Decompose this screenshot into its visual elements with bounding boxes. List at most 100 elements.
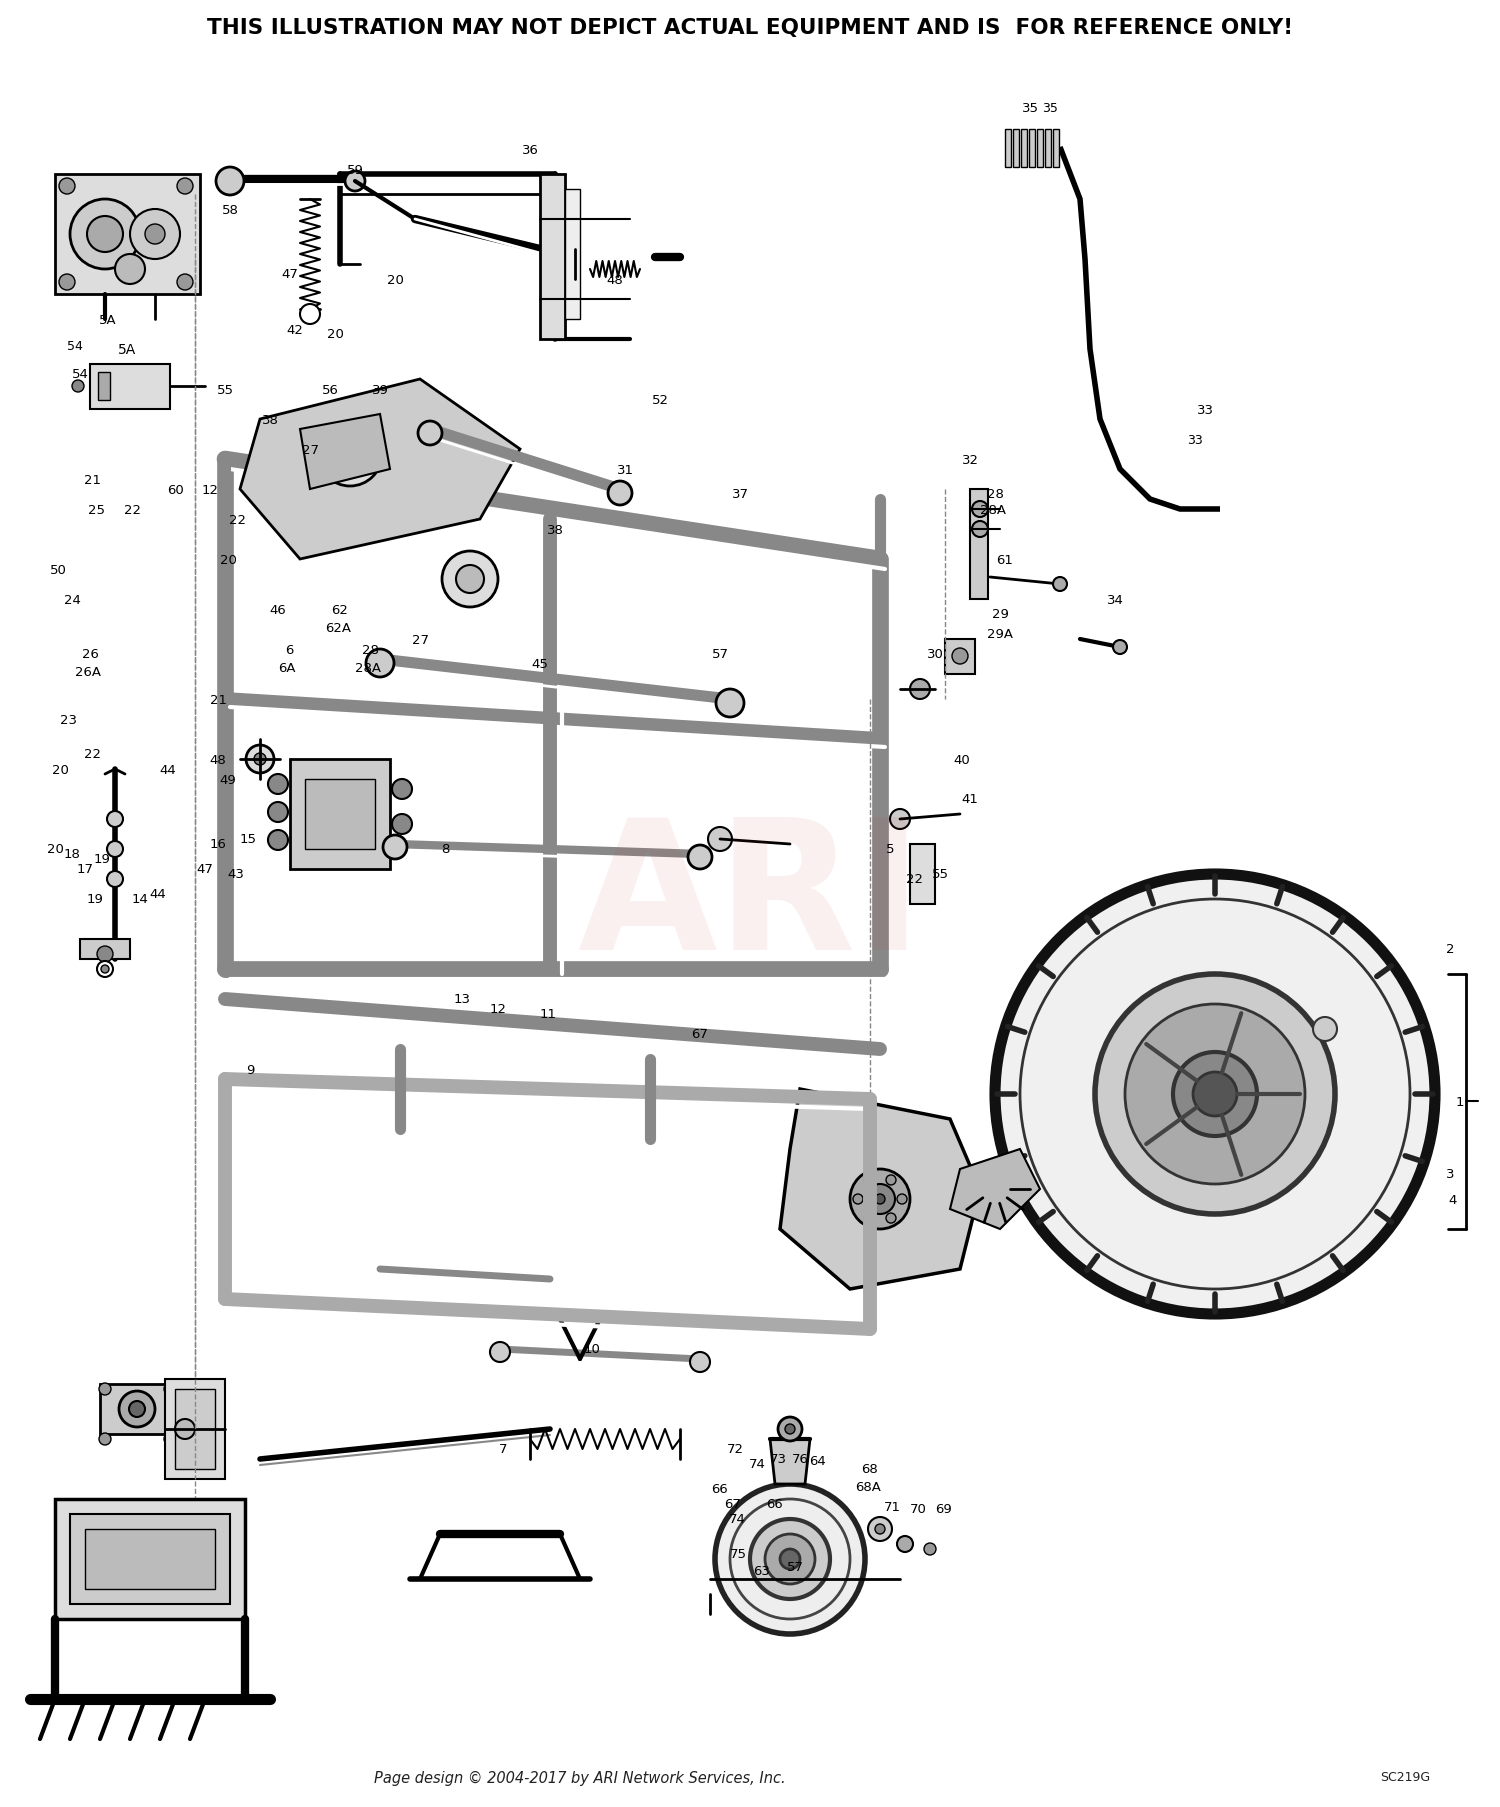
Text: 19: 19 bbox=[87, 893, 104, 905]
Text: 64: 64 bbox=[810, 1455, 826, 1467]
Circle shape bbox=[864, 1175, 874, 1185]
Polygon shape bbox=[56, 175, 200, 295]
Text: 52: 52 bbox=[651, 394, 669, 407]
Circle shape bbox=[778, 1417, 802, 1442]
Text: 76: 76 bbox=[792, 1453, 808, 1465]
Text: 4: 4 bbox=[1449, 1193, 1456, 1205]
Text: 59: 59 bbox=[346, 163, 363, 177]
Text: 67: 67 bbox=[692, 1028, 708, 1041]
Circle shape bbox=[106, 811, 123, 828]
Circle shape bbox=[784, 1424, 795, 1435]
Text: 27: 27 bbox=[302, 443, 318, 455]
Polygon shape bbox=[240, 379, 520, 560]
Text: 6A: 6A bbox=[279, 661, 296, 674]
Text: 12: 12 bbox=[489, 1003, 507, 1016]
Circle shape bbox=[874, 1194, 885, 1203]
Text: 17: 17 bbox=[76, 864, 93, 876]
Bar bbox=[1029, 130, 1035, 168]
Text: 32: 32 bbox=[962, 454, 978, 466]
Circle shape bbox=[716, 690, 744, 717]
Circle shape bbox=[924, 1543, 936, 1556]
Text: 62A: 62A bbox=[326, 622, 351, 634]
Polygon shape bbox=[80, 940, 130, 960]
Text: 48: 48 bbox=[606, 273, 624, 286]
Text: 20: 20 bbox=[327, 329, 344, 342]
Circle shape bbox=[688, 846, 712, 869]
Bar bbox=[100, 1384, 176, 1435]
Circle shape bbox=[246, 746, 274, 773]
Circle shape bbox=[268, 775, 288, 795]
Text: 72: 72 bbox=[726, 1442, 744, 1456]
Text: 33: 33 bbox=[1197, 403, 1214, 416]
Text: 31: 31 bbox=[616, 463, 633, 477]
Circle shape bbox=[99, 1433, 111, 1446]
Circle shape bbox=[342, 446, 358, 463]
Text: 16: 16 bbox=[210, 838, 226, 851]
Text: 48: 48 bbox=[210, 754, 226, 766]
Circle shape bbox=[116, 255, 146, 286]
Text: 40: 40 bbox=[954, 754, 970, 766]
Text: 73: 73 bbox=[770, 1453, 786, 1465]
Text: 6: 6 bbox=[285, 643, 292, 656]
Text: 22: 22 bbox=[906, 873, 924, 885]
Text: 34: 34 bbox=[1107, 593, 1124, 605]
Text: 56: 56 bbox=[321, 383, 339, 396]
Polygon shape bbox=[950, 1149, 1040, 1229]
Circle shape bbox=[382, 835, 406, 860]
Circle shape bbox=[366, 651, 394, 678]
Text: 29A: 29A bbox=[987, 629, 1012, 641]
Text: 47: 47 bbox=[282, 269, 298, 282]
Bar bbox=[1005, 130, 1011, 168]
Text: 55: 55 bbox=[216, 383, 234, 396]
Text: 38: 38 bbox=[546, 524, 564, 537]
Text: 67: 67 bbox=[724, 1498, 741, 1511]
Circle shape bbox=[780, 1549, 800, 1568]
Bar bbox=[165, 1379, 225, 1480]
Circle shape bbox=[345, 172, 364, 192]
Circle shape bbox=[332, 437, 368, 473]
Circle shape bbox=[164, 1433, 176, 1446]
Bar bbox=[1022, 130, 1028, 168]
Text: 63: 63 bbox=[753, 1565, 771, 1578]
Circle shape bbox=[72, 381, 84, 392]
Text: 68: 68 bbox=[861, 1462, 879, 1476]
Text: 2: 2 bbox=[1446, 943, 1454, 956]
Text: 38: 38 bbox=[261, 414, 279, 426]
Text: 74: 74 bbox=[729, 1512, 746, 1525]
Circle shape bbox=[886, 1212, 896, 1223]
Text: 42: 42 bbox=[286, 323, 303, 336]
Text: 1: 1 bbox=[1455, 1095, 1464, 1108]
Text: 61: 61 bbox=[996, 553, 1014, 566]
Circle shape bbox=[106, 871, 123, 887]
Circle shape bbox=[392, 815, 412, 835]
Text: 28A: 28A bbox=[980, 502, 1006, 517]
Circle shape bbox=[177, 275, 194, 291]
Circle shape bbox=[87, 217, 123, 253]
Bar bbox=[56, 1500, 244, 1619]
Bar bbox=[1046, 130, 1052, 168]
Text: 19: 19 bbox=[93, 853, 111, 866]
Text: 20: 20 bbox=[51, 763, 69, 775]
Text: 12: 12 bbox=[201, 482, 219, 497]
Circle shape bbox=[608, 482, 631, 506]
Circle shape bbox=[972, 502, 988, 519]
Text: 60: 60 bbox=[166, 482, 183, 497]
Circle shape bbox=[118, 1391, 154, 1428]
Bar bbox=[1053, 130, 1059, 168]
Bar bbox=[1013, 130, 1019, 168]
Circle shape bbox=[853, 1194, 862, 1203]
Bar bbox=[90, 365, 170, 410]
Circle shape bbox=[690, 1352, 709, 1372]
Text: 69: 69 bbox=[936, 1503, 952, 1516]
Bar bbox=[290, 759, 390, 869]
Text: 35: 35 bbox=[1022, 101, 1038, 114]
Text: 22: 22 bbox=[228, 513, 246, 526]
Text: Page design © 2004-2017 by ARI Network Services, Inc.: Page design © 2004-2017 by ARI Network S… bbox=[374, 1769, 786, 1785]
Text: 50: 50 bbox=[50, 564, 66, 576]
Bar bbox=[98, 372, 109, 401]
Text: 68A: 68A bbox=[855, 1480, 880, 1494]
Circle shape bbox=[98, 947, 112, 963]
Bar bbox=[176, 1390, 214, 1469]
Circle shape bbox=[300, 305, 320, 325]
Circle shape bbox=[70, 201, 140, 269]
